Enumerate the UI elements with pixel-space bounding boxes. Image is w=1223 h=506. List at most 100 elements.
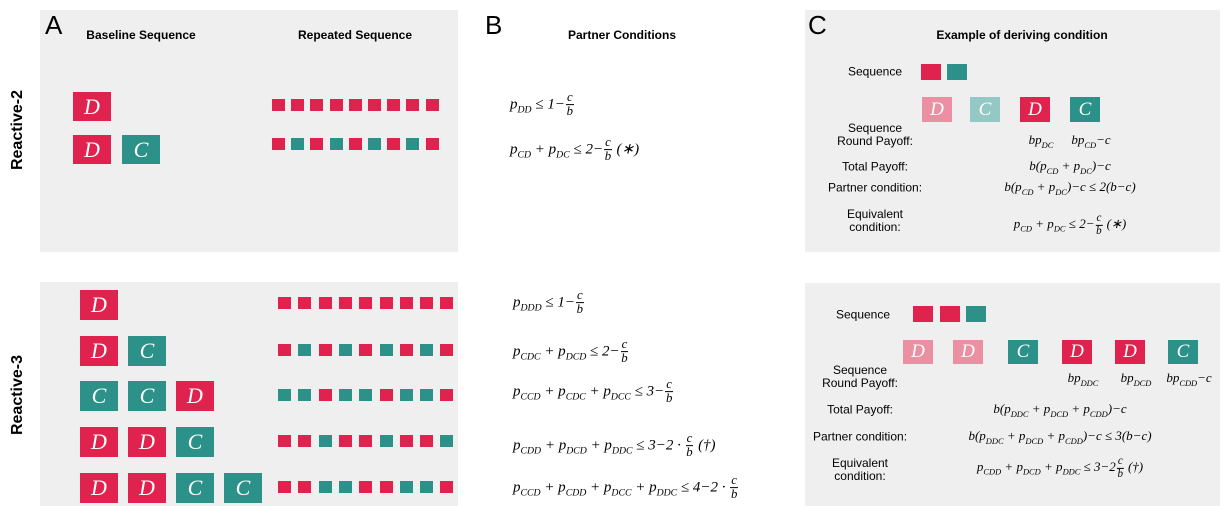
denominator: b xyxy=(665,391,673,406)
example-card: D xyxy=(1062,340,1092,364)
formula-subscript: DC xyxy=(1055,186,1067,197)
formula-text: (∗) xyxy=(612,141,640,158)
formula: pDDD ≤ 1− c b xyxy=(513,288,585,317)
repeat-square xyxy=(278,481,291,493)
formula-subscript: CDD xyxy=(565,487,587,499)
formula-subscript: CD xyxy=(1046,165,1059,176)
formula: b(pDDC + pDCD + pCDD)−c xyxy=(993,401,1126,419)
formula: bpDDC xyxy=(1068,370,1099,388)
panel-label: C xyxy=(808,10,827,40)
formula-subscript: DC xyxy=(556,149,570,161)
formula-text: p xyxy=(513,479,521,496)
repeat-square xyxy=(387,99,401,111)
repeat-square xyxy=(440,297,454,309)
repeat-square xyxy=(359,481,373,493)
formula-text: ≤ 4−2 · xyxy=(677,479,730,496)
panel-header: Repeated Sequence xyxy=(297,28,413,42)
row-caption: Partner condition: xyxy=(827,180,923,195)
action-card: D xyxy=(73,92,111,121)
panel-background xyxy=(805,283,1220,506)
repeat-square xyxy=(379,389,393,401)
formula-subscript: CCD xyxy=(520,391,541,403)
example-card: C xyxy=(1168,340,1198,364)
formula-text: ≤ 2− xyxy=(569,141,604,158)
action-card: D xyxy=(176,381,214,411)
denominator: b xyxy=(604,149,612,164)
formula-subscript: CD xyxy=(1021,186,1034,197)
row-caption: Total Payoff: xyxy=(827,402,893,417)
sequence-square xyxy=(921,64,941,80)
formula-text: bp xyxy=(1071,132,1085,148)
numerator: c xyxy=(1116,454,1124,469)
repeat-square xyxy=(399,389,413,401)
formula-subscript: DCC xyxy=(610,391,631,403)
numerator: c xyxy=(575,288,584,304)
formula-text: (†) xyxy=(694,437,716,454)
formula-text: + p xyxy=(541,437,567,454)
formula-text: b(p xyxy=(968,428,986,444)
repeat-square xyxy=(338,297,352,309)
sequence-label: Sequence xyxy=(835,307,891,322)
sequence-square xyxy=(939,306,960,322)
panel-label: A xyxy=(45,10,63,40)
repeat-square xyxy=(298,435,312,447)
repeat-square xyxy=(359,344,373,356)
formula-text: + p xyxy=(1003,428,1026,444)
repeat-square xyxy=(338,344,352,356)
formula-subscript: DC xyxy=(1080,165,1092,176)
repeat-square xyxy=(420,389,434,401)
denominator: b xyxy=(621,351,628,366)
formula-text: + p xyxy=(1028,401,1051,417)
formula: b(pCD + pDC)−c xyxy=(1029,158,1110,176)
repeat-square xyxy=(359,435,373,447)
panel-background xyxy=(805,10,1220,252)
formula-text: bp xyxy=(1120,370,1134,386)
formula-text: ≤ 2− xyxy=(586,343,620,360)
repeat-square xyxy=(440,481,454,493)
formula-subscript: CDD xyxy=(520,445,542,457)
repeat-square xyxy=(379,344,393,356)
example-card: D xyxy=(922,97,952,122)
formula: pCD + pDC ≤ 2− c b (∗) xyxy=(510,135,640,164)
repeat-square xyxy=(338,389,352,401)
formula-text: −c xyxy=(1096,132,1111,148)
repeat-square xyxy=(278,297,291,309)
repeat-square xyxy=(272,99,285,111)
formula-text: ≤ 2− xyxy=(1065,215,1095,231)
formula-subscript: DDD xyxy=(520,302,542,314)
repeat-square xyxy=(440,435,454,447)
formula-text: + p xyxy=(540,343,566,360)
repeat-square xyxy=(348,138,362,150)
repeat-square xyxy=(278,435,291,447)
formula-text: bp xyxy=(1166,370,1180,386)
repeat-square xyxy=(318,344,332,356)
formula-subscript: CDC xyxy=(565,391,586,403)
numerator: c xyxy=(665,377,673,393)
repeat-square xyxy=(420,344,434,356)
panel-header: Baseline Sequence xyxy=(86,28,196,42)
formula: bpCDD−c xyxy=(1166,370,1211,388)
panel-background xyxy=(40,10,458,252)
repeat-square xyxy=(379,297,393,309)
formula-text: (†) xyxy=(1124,458,1144,474)
formula-subscript: DCD xyxy=(1022,466,1041,477)
numerator: c xyxy=(620,337,629,353)
repeat-square xyxy=(318,389,332,401)
sequence-label: Sequence xyxy=(847,64,903,79)
repeat-square xyxy=(399,297,413,309)
row-caption: Sequence Round Payoff: xyxy=(837,121,913,148)
formula: bpCD−c xyxy=(1071,132,1110,150)
formula-subscript: CDD xyxy=(1089,408,1108,419)
formula: bpDC xyxy=(1029,132,1054,150)
repeat-square xyxy=(298,344,312,356)
repeat-square xyxy=(420,435,434,447)
repeat-square xyxy=(338,481,352,493)
formula-text: bp xyxy=(1028,132,1042,148)
